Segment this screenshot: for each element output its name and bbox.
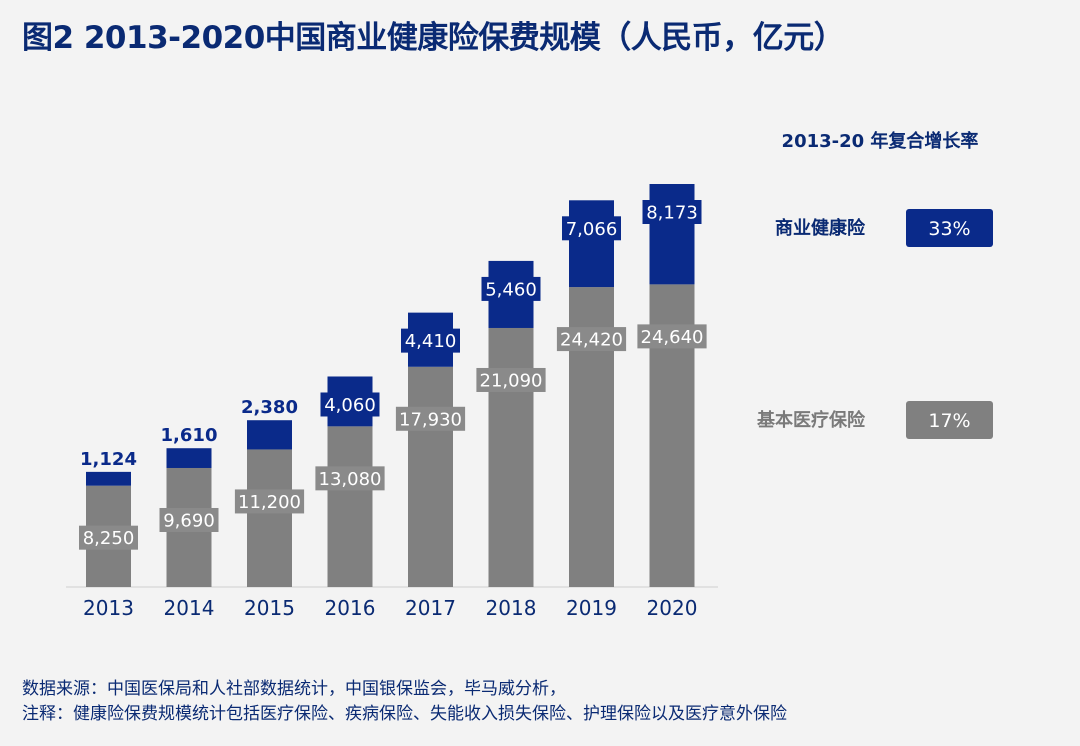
label-commercial-2018-box (481, 276, 541, 301)
x-tick-2016: 2016 (325, 596, 376, 620)
label-commercial-2019-box (562, 216, 621, 241)
legend-cagr-commercial: 33% (928, 218, 970, 240)
label-basic-2018-box (476, 367, 546, 392)
bar-basic-2018 (488, 327, 534, 587)
x-tick-2014: 2014 (164, 596, 215, 620)
label-commercial-2016-box (320, 392, 380, 417)
legend-badge-basic (906, 401, 993, 439)
label-basic-2016: 13,080 (319, 469, 382, 490)
label-basic-2013-box (79, 525, 138, 550)
source-footnote: 数据来源：中国医保局和人社部数据统计，中国银保监会，毕马威分析， (22, 679, 566, 699)
label-basic-2014-box (159, 507, 219, 532)
legend-name-commercial: 商业健康险 (775, 217, 866, 239)
legend-badge-commercial (906, 209, 993, 247)
label-basic-2019: 24,420 (560, 330, 623, 351)
x-tick-2013: 2013 (83, 596, 134, 620)
x-tick-2017: 2017 (405, 596, 456, 620)
bar-commercial-2020 (649, 184, 695, 285)
bar-basic-2015 (247, 449, 292, 587)
label-commercial-2019: 7,066 (566, 219, 618, 240)
label-basic-2019-box (556, 327, 627, 352)
label-basic-2016-box (315, 466, 385, 491)
label-basic-2014: 9,690 (163, 510, 215, 531)
bar-commercial-2013 (86, 471, 131, 486)
x-tick-2018: 2018 (486, 596, 537, 620)
label-basic-2013: 8,250 (83, 528, 135, 549)
label-commercial-2020: 8,173 (646, 203, 698, 224)
label-commercial-2017: 4,410 (405, 331, 457, 352)
label-commercial-2013: 1,124 (80, 449, 137, 470)
chart-title: 图2 2013-2020中国商业健康险保费规模（人民币，亿元） (22, 20, 845, 56)
label-commercial-2017-box (401, 328, 460, 353)
label-basic-2015: 11,200 (238, 492, 301, 513)
label-basic-2018: 21,090 (480, 370, 543, 391)
label-commercial-2015: 2,380 (241, 397, 298, 418)
label-basic-2017: 17,930 (399, 409, 462, 430)
label-basic-2017-box (395, 406, 466, 431)
bar-basic-2016 (327, 426, 373, 587)
bar-commercial-2015 (247, 420, 292, 450)
label-commercial-2014: 1,610 (161, 425, 218, 446)
legend-name-basic: 基本医疗保险 (756, 409, 866, 431)
x-tick-2020: 2020 (647, 596, 698, 620)
legend-cagr-basic: 17% (928, 410, 970, 432)
bar-commercial-2014 (166, 448, 212, 468)
x-tick-2019: 2019 (566, 596, 617, 620)
label-commercial-2018: 5,460 (485, 279, 537, 300)
note-footnote: 注释：健康险保费规模统计包括医疗保险、疾病保险、失能收入损失保险、护理保险以及医… (22, 704, 787, 724)
bar-basic-2017 (408, 366, 453, 587)
legend-heading: 2013-20 年复合增长率 (782, 130, 979, 152)
label-basic-2015-box (234, 489, 305, 514)
bar-commercial-2019 (569, 200, 614, 288)
label-basic-2020: 24,640 (641, 327, 704, 348)
x-tick-2015: 2015 (244, 596, 295, 620)
label-commercial-2016: 4,060 (324, 395, 376, 416)
label-basic-2020-box (637, 324, 707, 349)
label-commercial-2020-box (642, 200, 702, 224)
